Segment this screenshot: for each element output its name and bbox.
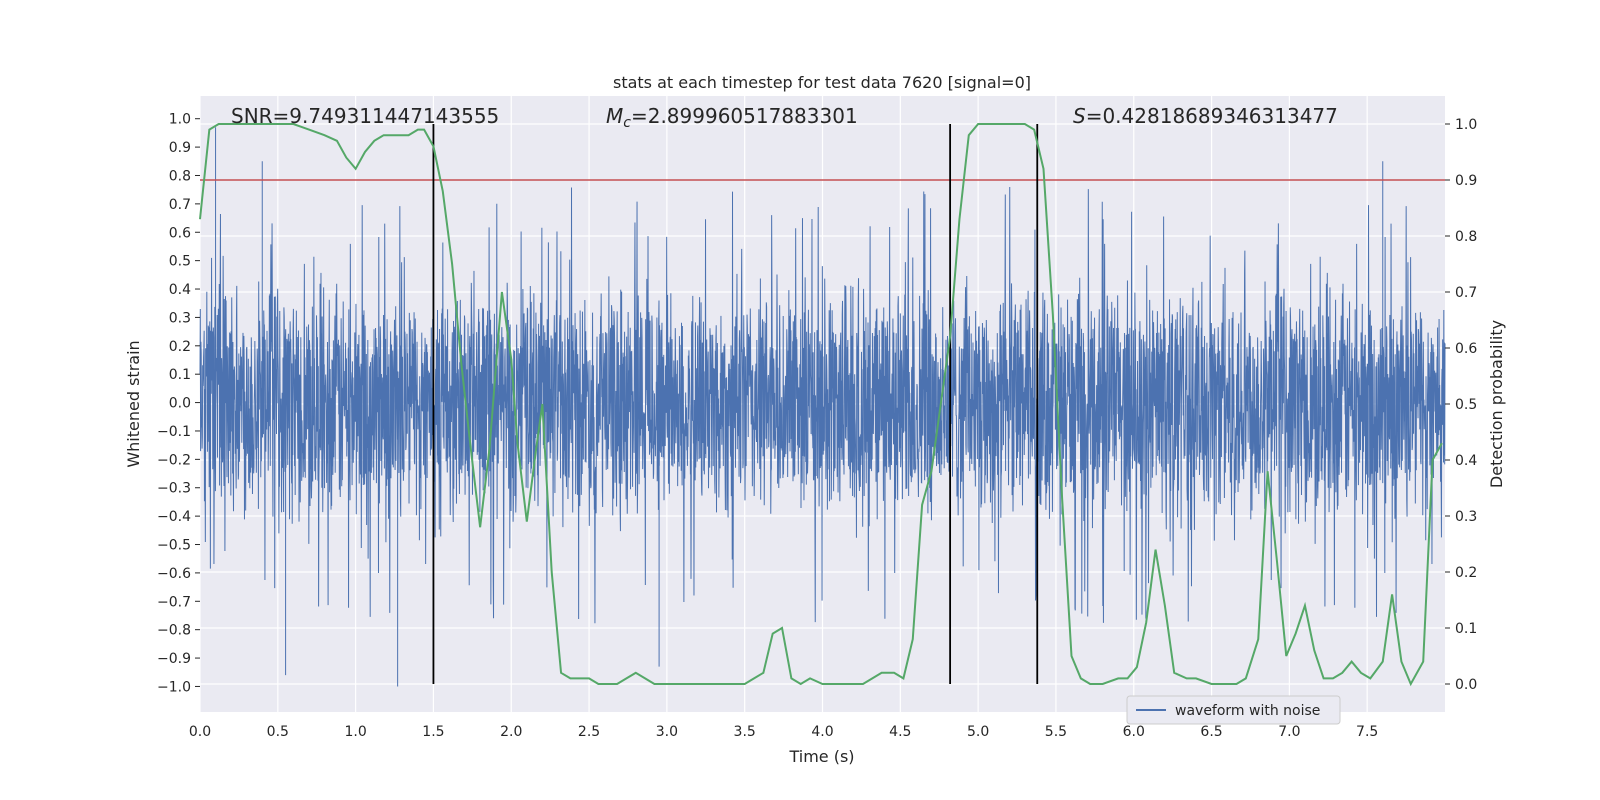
- x-tick-label: 0.0: [189, 724, 211, 740]
- x-axis-ticks: 0.0 0.5 1.0 1.5 2.0 2.5 3.0 3.5 4.0 4.5 5.0 5.5 6.0 6…: [189, 724, 1378, 740]
- left-tick-label: −0.9: [157, 651, 191, 667]
- chirp-mass-symbol: M: [606, 104, 623, 128]
- x-tick-label: 0.5: [267, 724, 289, 740]
- snr-annotation: SNR=9.749311447143555: [231, 104, 499, 128]
- left-tick-label: 0.1: [169, 367, 191, 383]
- right-tick-label: 0.4: [1455, 453, 1477, 469]
- left-tick-label: −0.4: [157, 509, 191, 525]
- left-tick-label: 0.5: [169, 254, 191, 270]
- x-tick-label: 5.5: [1045, 724, 1067, 740]
- left-tick-label: −0.8: [157, 623, 191, 639]
- x-tick-label: 3.5: [734, 724, 756, 740]
- left-tick-label: −1.0: [157, 679, 191, 695]
- x-tick-label: 4.5: [889, 724, 911, 740]
- left-tick-label: −0.2: [157, 452, 191, 468]
- right-tick-label: 1.0: [1455, 117, 1477, 133]
- left-tick-label: 0.6: [169, 225, 191, 241]
- left-tick-label: 0.4: [169, 282, 191, 298]
- x-tick-label: 5.0: [967, 724, 989, 740]
- chirp-mass-annotation: Mc=2.899960517883301: [606, 104, 858, 131]
- s-annotation: S=0.42818689346313477: [1073, 104, 1338, 128]
- x-tick-label: 2.0: [500, 724, 522, 740]
- chirp-mass-subscript: c: [623, 115, 631, 131]
- right-axis-label: Detection probability: [1487, 320, 1506, 488]
- right-tick-label: 0.7: [1455, 285, 1477, 301]
- s-value: =0.42818689346313477: [1086, 104, 1338, 128]
- right-tick-label: 0.0: [1455, 677, 1477, 693]
- detection-probability-line: [199, 123, 1443, 687]
- chirp-mass-value: =2.899960517883301: [631, 104, 858, 128]
- waveform-with-noise-line: [199, 127, 1446, 687]
- legend-label: waveform with noise: [1175, 703, 1320, 719]
- x-tick-label: 3.0: [656, 724, 678, 740]
- left-axis-label: Whitened strain: [124, 340, 143, 467]
- x-tick-label: 7.0: [1278, 724, 1300, 740]
- chart-title: stats at each timestep for test data 762…: [613, 73, 1031, 92]
- left-tick-label: 0.7: [169, 197, 191, 213]
- left-tick-label: −0.6: [157, 566, 191, 582]
- waveform-series: [199, 127, 1446, 687]
- left-tick-label: 0.3: [169, 310, 191, 326]
- x-tick-label: 7.5: [1356, 724, 1378, 740]
- s-symbol: S: [1073, 104, 1086, 128]
- marker-lines: [432, 124, 1039, 684]
- right-tick-label: 0.5: [1455, 397, 1477, 413]
- right-tick-label: 0.1: [1455, 621, 1477, 637]
- legend: waveform with noise: [1126, 695, 1341, 725]
- x-axis-label: Time (s): [788, 747, 854, 766]
- x-tick-label: 1.0: [344, 724, 366, 740]
- x-tick-label: 6.0: [1123, 724, 1145, 740]
- right-tick-label: 0.8: [1455, 229, 1477, 245]
- right-axis-ticks: 1.0 0.9 0.8 0.7 0.6 0.5 0.4 0.3 0.2 0.1 0.0: [1445, 117, 1477, 693]
- left-tick-label: 0.0: [169, 396, 191, 412]
- left-tick-label: −0.5: [157, 538, 191, 554]
- left-tick-label: −0.3: [157, 481, 191, 497]
- x-tick-label: 4.0: [811, 724, 833, 740]
- x-tick-label: 6.5: [1200, 724, 1222, 740]
- left-tick-label: 0.9: [169, 140, 191, 156]
- left-tick-label: −0.1: [157, 424, 191, 440]
- left-tick-label: 0.8: [169, 168, 191, 184]
- left-tick-label: 1.0: [169, 112, 191, 128]
- x-tick-label: 1.5: [422, 724, 444, 740]
- right-tick-label: 0.2: [1455, 565, 1477, 581]
- left-tick-label: 0.2: [169, 339, 191, 355]
- left-tick-label: −0.7: [157, 594, 191, 610]
- right-tick-label: 0.9: [1455, 173, 1477, 189]
- right-tick-label: 0.3: [1455, 509, 1477, 525]
- left-axis-ticks: 1.0 0.9 0.8 0.7 0.6 0.5 0.4 0.3 0.2 0.1 0.0 −0.1 −0.…: [157, 112, 200, 695]
- x-tick-label: 2.5: [578, 724, 600, 740]
- legend-box: [1126, 695, 1341, 725]
- right-tick-label: 0.6: [1455, 341, 1477, 357]
